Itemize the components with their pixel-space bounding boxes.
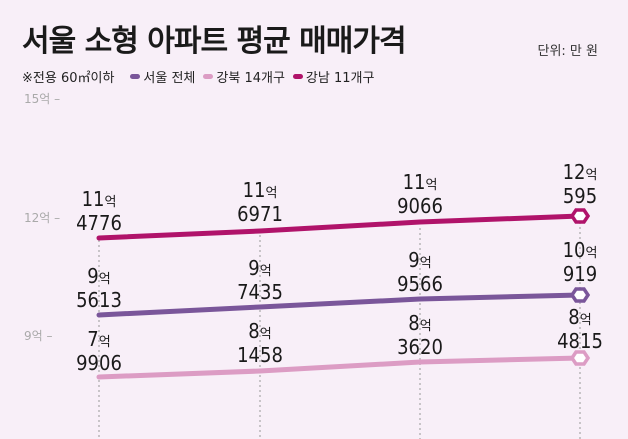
legend-swatch-gangbuk xyxy=(203,74,214,79)
legend-item-seoul: 서울 전체 xyxy=(130,67,195,86)
data-label: 10억 919 xyxy=(562,238,598,286)
legend-item-gangbuk: 강북 14개구 xyxy=(203,67,285,86)
data-label: 9억 5613 xyxy=(76,264,122,312)
line-gangbuk xyxy=(96,355,583,380)
y-tick-15: 15억 – xyxy=(24,92,61,106)
end-marker-gangbuk xyxy=(569,350,591,366)
legend-swatch-seoul xyxy=(130,74,141,79)
legend-label-gangbuk: 강북 14개구 xyxy=(216,71,285,86)
data-label: 11억 4776 xyxy=(76,187,122,235)
legend-label-gangnam: 강남 11개구 xyxy=(305,71,375,86)
legend-swatch-gangnam xyxy=(292,74,303,79)
data-label: 11억 6971 xyxy=(237,178,283,226)
y-tick-12: 12억 – xyxy=(24,211,61,225)
legend-item-gangnam: 강남 11개구 xyxy=(292,67,375,86)
data-label: 8억 1458 xyxy=(237,319,283,367)
end-marker-seoul xyxy=(569,287,591,303)
data-label: 11억 9066 xyxy=(397,170,443,218)
area-note: ※전용 60㎡이하 xyxy=(22,71,115,86)
data-label: 9억 9566 xyxy=(397,248,443,296)
end-marker-gangnam xyxy=(569,208,591,224)
chart-title: 서울 소형 아파트 평균 매매가격 xyxy=(22,24,407,59)
data-label: 8억 4815 xyxy=(557,305,603,353)
line-gangnam xyxy=(96,213,583,241)
legend-label-seoul: 서울 전체 xyxy=(143,71,196,86)
data-label: 9억 7435 xyxy=(237,256,283,304)
data-label: 8억 3620 xyxy=(397,311,443,359)
data-label: 7억 9906 xyxy=(76,327,122,375)
vertical-guides xyxy=(98,222,581,439)
unit-label: 단위: 만 원 xyxy=(537,44,599,59)
data-label: 12억 595 xyxy=(562,160,598,208)
legend: ※전용 60㎡이하 서울 전체 강북 14개구 강남 11개구 xyxy=(22,67,382,86)
y-tick-9: 9억 – xyxy=(24,329,53,343)
line-seoul xyxy=(96,292,583,318)
